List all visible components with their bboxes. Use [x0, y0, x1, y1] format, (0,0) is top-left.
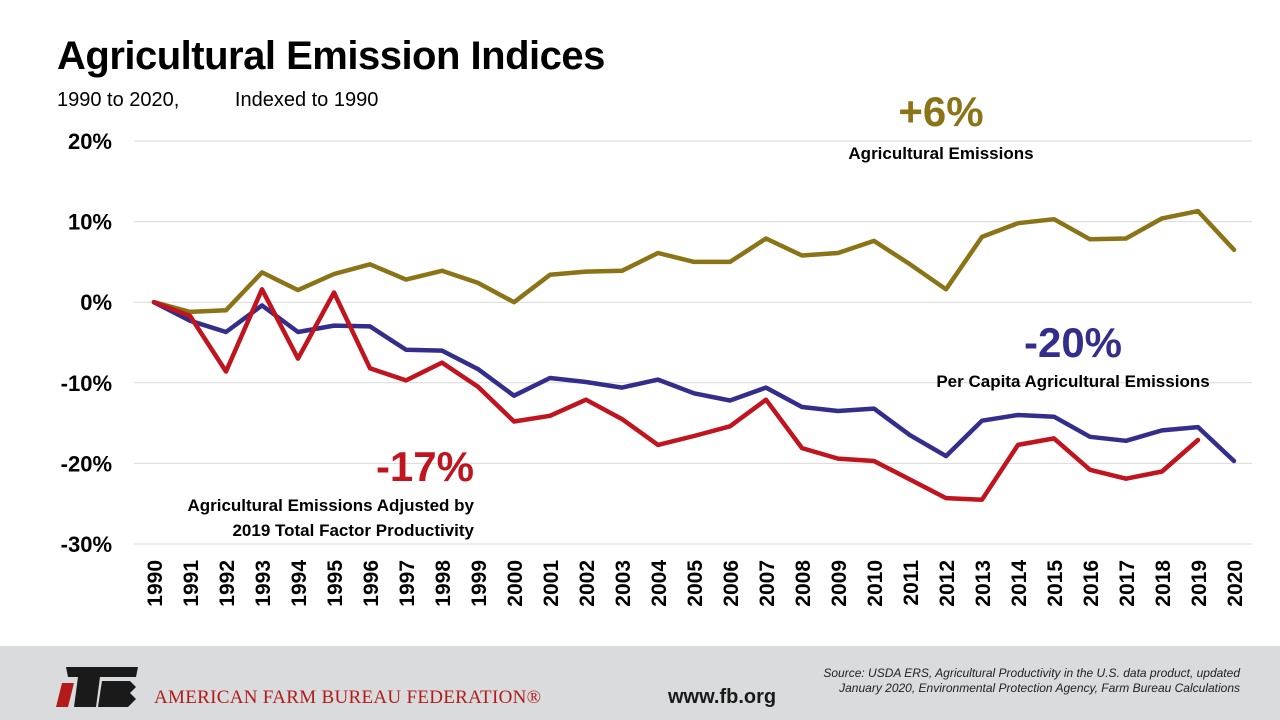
x-tick-label: 2014	[1008, 560, 1031, 607]
x-tick-label: 1997	[396, 560, 419, 607]
x-tick-label: 1991	[180, 560, 203, 607]
percapita-value-annotation: -20%	[1024, 319, 1122, 366]
x-tick-label: 2015	[1044, 560, 1067, 607]
source-line-1: Source: USDA ERS, Agricultural Productiv…	[823, 666, 1240, 680]
series-line-percapita	[151, 299, 1237, 464]
x-tick-label: 2005	[684, 560, 707, 607]
y-tick-label: 20%	[68, 129, 112, 154]
x-tick-label: 2011	[900, 560, 923, 606]
chart-subtitle: 1990 to 2020, Indexed to 1990	[57, 89, 379, 111]
x-tick-label: 1993	[252, 560, 275, 607]
y-tick-label: -30%	[61, 532, 112, 557]
y-tick-label: 0%	[80, 290, 112, 315]
x-tick-label: 1994	[288, 560, 311, 607]
x-tick-label: 2016	[1080, 560, 1103, 607]
x-tick-label: 1995	[324, 560, 347, 607]
source-line-2: January 2020, Environmental Protection A…	[839, 681, 1240, 695]
x-tick-label: 2017	[1116, 560, 1139, 607]
x-tick-label: 2007	[756, 560, 779, 607]
gridlines	[134, 140, 1252, 545]
y-tick-label: -20%	[61, 451, 112, 476]
x-tick-label: 2008	[792, 560, 815, 607]
x-tick-label: 2019	[1188, 560, 1211, 607]
series-lines	[151, 208, 1237, 502]
x-tick-label: 1992	[216, 560, 239, 607]
x-tick-label: 2013	[972, 560, 995, 607]
x-tick-label: 1990	[144, 560, 167, 607]
y-tick-label: -10%	[61, 371, 112, 396]
y-tick-label: 10%	[68, 210, 112, 235]
tfp-value-annotation: -17%	[376, 443, 474, 490]
line-chart: 20%10%0%-10%-20%-30% 1990 1991 1992 1993 199…	[61, 88, 1252, 607]
x-tick-label: 2000	[504, 560, 527, 607]
x-tick-label: 1999	[468, 560, 491, 607]
ag-value-annotation: +6%	[898, 88, 983, 135]
x-tick-label: 2020	[1224, 560, 1247, 607]
tfp-label-annotation-line2: 2019 Total Factor Productivity	[232, 521, 474, 540]
tfp-label-annotation-line1: Agricultural Emissions Adjusted by	[187, 496, 474, 515]
x-tick-label: 2018	[1152, 560, 1175, 607]
series-line-tfp	[151, 287, 1201, 502]
x-tick-label: 2002	[576, 560, 599, 607]
x-tick-label: 2003	[612, 560, 635, 607]
x-tick-label: 2001	[540, 560, 563, 607]
x-tick-label: 1998	[432, 560, 455, 607]
percapita-label-annotation: Per Capita Agricultural Emissions	[936, 372, 1209, 391]
annotations: +6% Agricultural Emissions -20% Per Capi…	[187, 88, 1209, 540]
fb-logo-icon	[56, 667, 138, 707]
series-line-ag	[151, 208, 1237, 315]
footer-bar: AMERICAN FARM BUREAU FEDERATION® www.fb.…	[0, 646, 1280, 720]
ag-label-annotation: Agricultural Emissions	[848, 144, 1033, 163]
source-note: Source: USDA ERS, Agricultural Productiv…	[790, 666, 1240, 696]
y-axis-ticks: 20% 10% 0% -10% -20% -30%	[61, 129, 112, 557]
x-tick-label: 2012	[936, 560, 959, 607]
x-tick-label: 2009	[828, 560, 851, 607]
x-tick-label: 2004	[648, 560, 671, 607]
x-tick-label: 1996	[360, 560, 383, 607]
website-link[interactable]: www.fb.org	[668, 686, 777, 708]
organization-name: AMERICAN FARM BUREAU FEDERATION®	[154, 687, 542, 708]
x-tick-label: 2010	[864, 560, 887, 607]
chart-title: Agricultural Emission Indices	[57, 34, 605, 78]
x-tick-label: 2006	[720, 560, 743, 607]
x-axis-ticks: 1990 1991 1992 1993 1994 1995 1996 1997 1998 1999…	[144, 560, 1247, 607]
